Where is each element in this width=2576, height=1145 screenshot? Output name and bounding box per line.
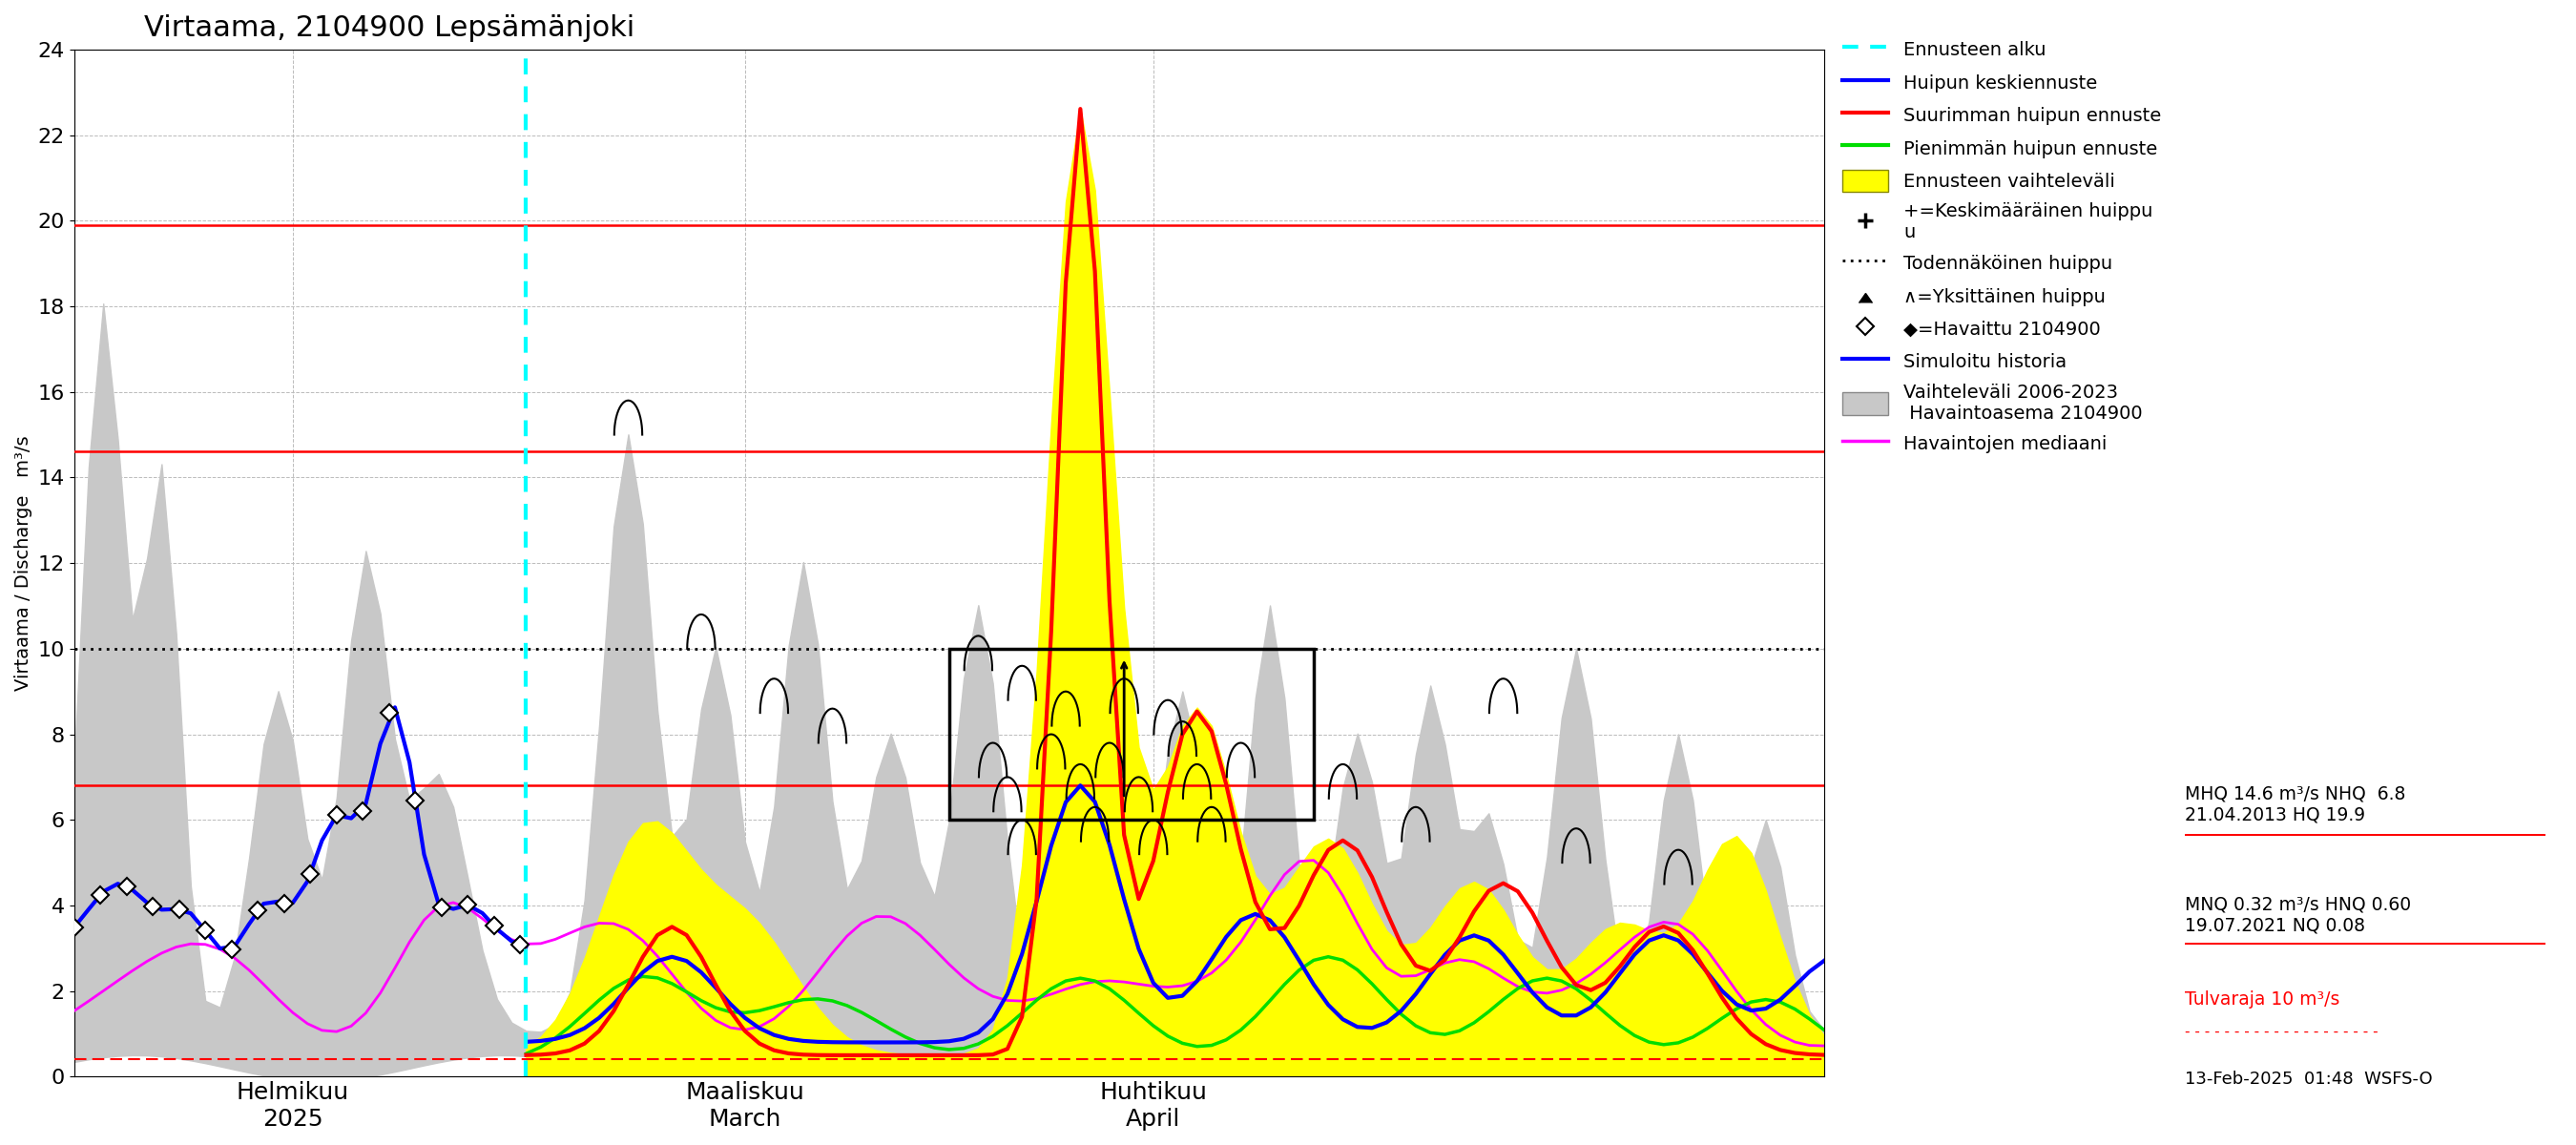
- Text: Tulvaraja 10 m³/s: Tulvaraja 10 m³/s: [2184, 990, 2339, 1009]
- Bar: [948, 649, 1314, 820]
- Text: 13-Feb-2025  01:48  WSFS-O: 13-Feb-2025 01:48 WSFS-O: [2184, 1071, 2432, 1088]
- Y-axis label: Virtaama / Discharge   m³/s: Virtaama / Discharge m³/s: [15, 435, 33, 690]
- Text: - - - - - - - - - - - - - - - - - - - -: - - - - - - - - - - - - - - - - - - - -: [2184, 1025, 2378, 1040]
- Text: Virtaama, 2104900 Lepsämänjoki: Virtaama, 2104900 Lepsämänjoki: [144, 14, 634, 42]
- Legend: Ennusteen alku, Huipun keskiennuste, Suurimman huipun ennuste, Pienimmän huipun : Ennusteen alku, Huipun keskiennuste, Suu…: [1842, 38, 2161, 455]
- Text: MNQ 0.32 m³/s HNQ 0.60
19.07.2021 NQ 0.08: MNQ 0.32 m³/s HNQ 0.60 19.07.2021 NQ 0.0…: [2184, 895, 2411, 934]
- Text: MHQ 14.6 m³/s NHQ  6.8
21.04.2013 HQ 19.9: MHQ 14.6 m³/s NHQ 6.8 21.04.2013 HQ 19.9: [2184, 784, 2406, 823]
